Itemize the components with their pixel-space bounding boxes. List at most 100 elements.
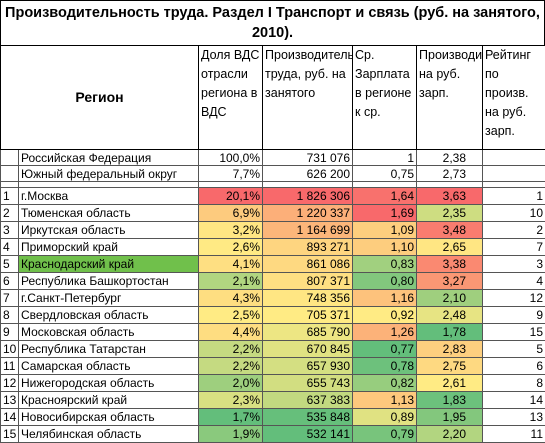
header-cell: Производительность труда, руб. на занято… <box>262 45 354 150</box>
cell: 2,83 <box>416 340 484 358</box>
cell: 657 930 <box>262 357 354 375</box>
cell: 12 <box>0 374 19 392</box>
cell: 14 <box>482 391 545 409</box>
table-body: Российская Федерация 100,0% 731 076 1 2,38 Юж… <box>0 149 545 443</box>
summary-row: Южный федеральный округ 7,7% 626 200 0,75 2,… <box>0 165 545 182</box>
cell: 2,2% <box>198 340 264 358</box>
cell: 5 <box>0 255 19 273</box>
cell <box>0 149 19 166</box>
cell: 2,5% <box>198 306 264 324</box>
cell: 1 220 337 <box>262 204 354 222</box>
cell: 1,9% <box>198 425 264 443</box>
region-cell: Краснодарский край <box>17 255 200 273</box>
cell: 2,3% <box>198 391 264 409</box>
cell: 2,38 <box>416 149 484 166</box>
data-row: 11 Самарская область 2,2% 657 930 0,78 2,75 6 <box>0 357 545 375</box>
cell: 100,0% <box>198 149 264 166</box>
summary-row: Российская Федерация 100,0% 731 076 1 2,38 <box>0 149 545 166</box>
data-row: 2 Тюменская область 6,9% 1 220 337 1,69 2,35 1… <box>0 204 545 222</box>
cell: 535 848 <box>262 408 354 426</box>
cell: 0,77 <box>352 340 418 358</box>
header-cell: Регион <box>0 45 200 150</box>
cell: 11 <box>0 357 19 375</box>
data-row: 14 Новосибирская область 1,7% 535 848 0,89 1,… <box>0 408 545 426</box>
cell: 9 <box>482 306 545 324</box>
region-cell: г.Санкт-Петербург <box>17 289 200 307</box>
cell: 10 <box>0 340 19 358</box>
data-row: 8 Свердловская область 2,5% 705 371 0,92 2,48… <box>0 306 545 324</box>
cell: 4,1% <box>198 255 264 273</box>
data-row: 1 г.Москва 20,1% 1 826 306 1,64 3,63 1 <box>0 187 545 205</box>
cell: 1,69 <box>352 204 418 222</box>
cell: 8 <box>0 306 19 324</box>
cell: Южный федеральный округ <box>17 165 200 182</box>
cell: 7 <box>0 289 19 307</box>
cell: 1 <box>482 187 545 205</box>
header-cell: Рейтинг по произв. на руб. зарп. <box>482 45 545 150</box>
cell: 2 <box>0 204 19 222</box>
cell: 3,63 <box>416 187 484 205</box>
cell: 1,13 <box>352 391 418 409</box>
cell: 1 164 699 <box>262 221 354 239</box>
data-row: 7 г.Санкт-Петербург 4,3% 748 356 1,16 2,10 12 <box>0 289 545 307</box>
cell: 1,16 <box>352 289 418 307</box>
cell: 5 <box>482 340 545 358</box>
cell: 0,83 <box>352 255 418 273</box>
data-row: 13 Красноярский край 2,3% 637 383 1,13 1,83 14 <box>0 391 545 409</box>
cell: 20,1% <box>198 187 264 205</box>
region-cell: Иркутская область <box>17 221 200 239</box>
data-row: 3 Иркутская область 3,2% 1 164 699 1,09 3,48 2 <box>0 221 545 239</box>
cell: 6 <box>0 272 19 290</box>
cell: 1,83 <box>416 391 484 409</box>
region-cell: Республика Башкортостан <box>17 272 200 290</box>
cell: 2,10 <box>416 289 484 307</box>
cell: 532 141 <box>262 425 354 443</box>
cell: 2 <box>482 221 545 239</box>
cell: 3,27 <box>416 272 484 290</box>
cell: 6 <box>482 357 545 375</box>
cell: 15 <box>482 323 545 341</box>
cell: 2,35 <box>416 204 484 222</box>
cell: 1 <box>352 149 418 166</box>
cell: Российская Федерация <box>17 149 200 166</box>
cell: 0,89 <box>352 408 418 426</box>
cell: 4 <box>0 238 19 256</box>
cell: 0,75 <box>352 165 418 182</box>
cell <box>482 165 545 182</box>
region-cell: Самарская область <box>17 357 200 375</box>
cell: 807 371 <box>262 272 354 290</box>
cell: 3,48 <box>416 221 484 239</box>
header-cell: Доля ВДС отрасли региона в ВДС <box>198 45 264 150</box>
cell: 1,64 <box>352 187 418 205</box>
cell: 2,65 <box>416 238 484 256</box>
region-cell: Новосибирская область <box>17 408 200 426</box>
cell: 1,10 <box>352 238 418 256</box>
cell: 0,79 <box>352 425 418 443</box>
cell: 2,6% <box>198 238 264 256</box>
cell: 685 790 <box>262 323 354 341</box>
cell: 2,0% <box>198 374 264 392</box>
cell: 15 <box>0 425 19 443</box>
cell: 2,20 <box>416 425 484 443</box>
cell: 705 371 <box>262 306 354 324</box>
cell: 1 826 306 <box>262 187 354 205</box>
region-cell: Приморский край <box>17 238 200 256</box>
region-cell: Республика Татарстан <box>17 340 200 358</box>
cell: 4,3% <box>198 289 264 307</box>
cell: 626 200 <box>262 165 354 182</box>
data-row: 9 Московская область 4,4% 685 790 1,26 1,78 15 <box>0 323 545 341</box>
cell: 637 383 <box>262 391 354 409</box>
cell <box>482 149 545 166</box>
cell: 7,7% <box>198 165 264 182</box>
cell: 1,7% <box>198 408 264 426</box>
cell: 1,78 <box>416 323 484 341</box>
cell: 3,2% <box>198 221 264 239</box>
cell: 8 <box>482 374 545 392</box>
region-cell: Свердловская область <box>17 306 200 324</box>
cell: 2,61 <box>416 374 484 392</box>
title: Производительность труда. Раздел I Транс… <box>0 0 545 45</box>
cell: 861 086 <box>262 255 354 273</box>
cell: 13 <box>482 408 545 426</box>
cell: 4,4% <box>198 323 264 341</box>
cell: 13 <box>0 391 19 409</box>
